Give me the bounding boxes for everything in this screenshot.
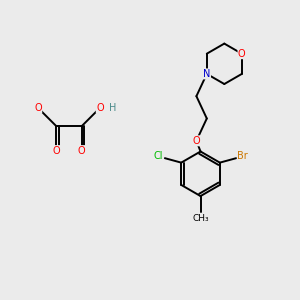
Text: Cl: Cl <box>154 151 163 161</box>
Text: O: O <box>96 103 104 113</box>
Text: O: O <box>52 146 60 156</box>
Text: Br: Br <box>237 151 248 161</box>
Text: O: O <box>238 49 246 59</box>
Text: O: O <box>34 103 42 113</box>
Text: H: H <box>109 103 116 113</box>
Text: N: N <box>203 69 211 79</box>
Text: CH₃: CH₃ <box>192 214 209 224</box>
Text: O: O <box>78 146 86 156</box>
Text: O: O <box>193 136 200 146</box>
